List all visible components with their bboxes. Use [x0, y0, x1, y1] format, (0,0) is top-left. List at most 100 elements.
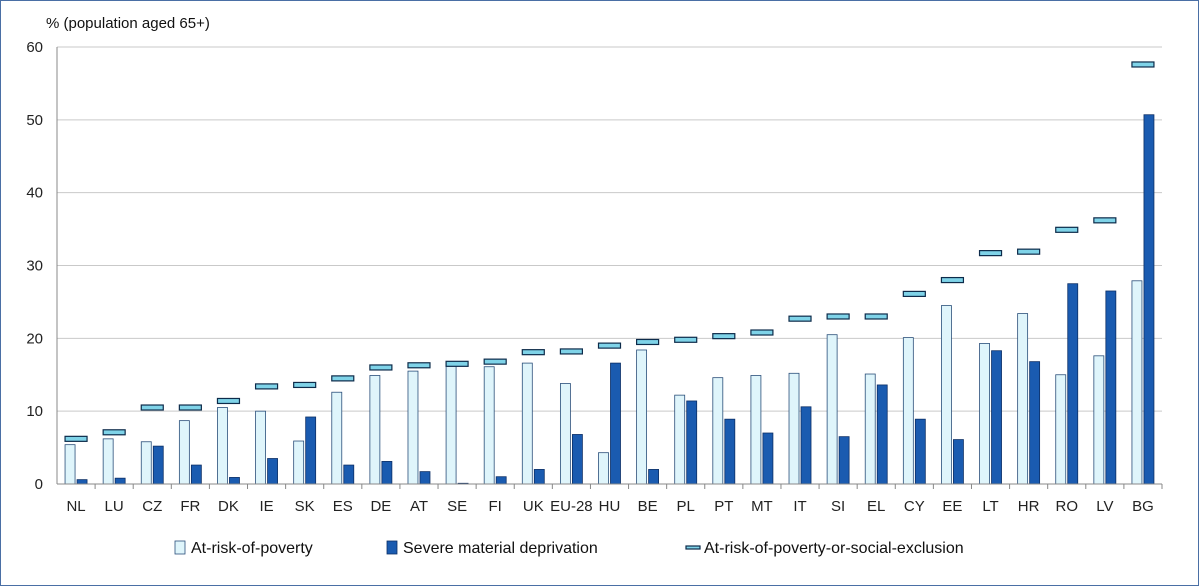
- bar-severe-material-deprivation: [648, 469, 660, 485]
- y-tick-label: 40: [26, 185, 43, 202]
- x-tick-label: IT: [793, 498, 806, 515]
- bar-at-risk-of-poverty: [217, 407, 228, 485]
- bar-at-risk-of-poverty: [293, 440, 305, 485]
- bar-severe-material-deprivation: [229, 477, 240, 485]
- x-tick-label: UK: [523, 498, 544, 515]
- marker-arope: [1131, 61, 1155, 68]
- bar-at-risk-of-poverty: [521, 362, 533, 485]
- bar-severe-material-deprivation: [724, 418, 736, 485]
- marker-arope: [293, 381, 317, 389]
- bar-at-risk-of-poverty: [674, 394, 686, 485]
- x-tick-label: PL: [677, 498, 695, 515]
- bar-at-risk-of-poverty: [407, 370, 419, 485]
- marker-arope: [1017, 248, 1041, 255]
- x-tick-label: BG: [1132, 498, 1154, 515]
- y-tick-label: 50: [26, 112, 43, 129]
- bar-severe-material-deprivation: [914, 418, 926, 485]
- bar-severe-material-deprivation: [1143, 114, 1155, 485]
- y-axis-label: % (population aged 65+): [46, 15, 210, 32]
- x-tick-label: DK: [218, 498, 239, 515]
- bar-severe-material-deprivation: [381, 461, 393, 485]
- marker-arope: [445, 360, 469, 367]
- bar-severe-material-deprivation: [343, 464, 355, 485]
- bar-at-risk-of-poverty: [979, 343, 990, 485]
- x-tick-label: AT: [410, 498, 428, 515]
- bar-severe-material-deprivation: [495, 476, 507, 485]
- x-tick-label: FR: [180, 498, 200, 515]
- x-tick-label: SK: [295, 498, 315, 515]
- marker-arope: [102, 429, 126, 436]
- bar-at-risk-of-poverty: [1131, 280, 1143, 485]
- legend: At-risk-of-poverty Severe material depriv…: [174, 540, 964, 557]
- x-tick-label: PT: [714, 498, 733, 515]
- y-tick-label: 0: [35, 476, 43, 493]
- marker-arope: [369, 364, 393, 371]
- x-tick-label: IE: [259, 498, 273, 515]
- x-tick-label: BE: [638, 498, 658, 515]
- x-tick-label: SE: [447, 498, 467, 515]
- marker-arope: [674, 336, 698, 343]
- y-tick-label: 10: [26, 403, 43, 420]
- bar-severe-material-deprivation: [267, 458, 278, 485]
- bar-severe-material-deprivation: [991, 350, 1002, 485]
- marker-arope: [559, 348, 583, 355]
- bar-severe-material-deprivation: [305, 416, 317, 485]
- bar-severe-material-deprivation: [876, 384, 888, 485]
- x-tick-label: ES: [333, 498, 353, 515]
- bar-at-risk-of-poverty: [369, 375, 381, 485]
- y-axis: 0 10 20 30 40 50 60: [26, 39, 58, 493]
- legend-swatch: [685, 545, 701, 550]
- bar-severe-material-deprivation: [1029, 361, 1041, 485]
- bar-severe-material-deprivation: [953, 439, 964, 485]
- marker-arope: [254, 383, 279, 390]
- bar-at-risk-of-poverty: [140, 441, 152, 485]
- bar-at-risk-of-poverty: [1055, 374, 1067, 485]
- y-tick-label: 20: [26, 330, 43, 347]
- x-tick-label: HR: [1018, 498, 1040, 515]
- bar-severe-material-deprivation: [610, 362, 621, 485]
- legend-swatch: [386, 540, 398, 555]
- bar-severe-material-deprivation: [76, 479, 88, 485]
- x-tick-label: EL: [867, 498, 885, 515]
- x-tick-label: HU: [599, 498, 621, 515]
- x-tick-label: LU: [105, 498, 124, 515]
- bar-at-risk-of-poverty: [598, 452, 609, 485]
- legend-label: Severe material deprivation: [403, 540, 598, 557]
- marker-arope: [940, 276, 965, 284]
- bar-at-risk-of-poverty: [331, 391, 343, 485]
- bar-severe-material-deprivation: [762, 432, 774, 485]
- x-tick-label: CZ: [142, 498, 162, 515]
- legend-swatch: [174, 540, 186, 555]
- x-tick-label: SI: [831, 498, 845, 515]
- legend-label: At-risk-of-poverty: [191, 540, 313, 557]
- marker-arope: [140, 404, 164, 411]
- bar-at-risk-of-poverty: [636, 349, 648, 485]
- marker-arope: [712, 333, 736, 340]
- legend-label: At-risk-of-poverty-or-social-exclusion: [704, 540, 964, 557]
- bar-severe-material-deprivation: [1067, 283, 1079, 485]
- bar-severe-material-deprivation: [419, 471, 431, 485]
- bar-severe-material-deprivation: [571, 434, 583, 485]
- marker-arope: [407, 362, 431, 369]
- x-tick-label: DE: [370, 498, 391, 515]
- bar-severe-material-deprivation: [686, 400, 698, 485]
- bar-at-risk-of-poverty: [559, 383, 571, 485]
- x-tick-label: LT: [982, 498, 998, 515]
- marker-arope: [864, 313, 888, 320]
- marker-arope: [521, 349, 545, 356]
- y-tick-label: 60: [26, 39, 43, 56]
- y-tick-label: 30: [26, 258, 43, 275]
- marker-arope: [483, 358, 507, 365]
- x-tick-label: EU-28: [550, 498, 593, 515]
- bar-at-risk-of-poverty: [788, 372, 800, 485]
- marker-arope: [978, 250, 1003, 257]
- marker-arope: [826, 313, 850, 320]
- marker-arope: [750, 329, 774, 336]
- bar-severe-material-deprivation: [533, 469, 545, 485]
- marker-arope: [216, 397, 241, 405]
- marker-arope: [902, 290, 926, 298]
- x-tick-label: MT: [751, 498, 773, 515]
- marker-arope: [1093, 217, 1117, 224]
